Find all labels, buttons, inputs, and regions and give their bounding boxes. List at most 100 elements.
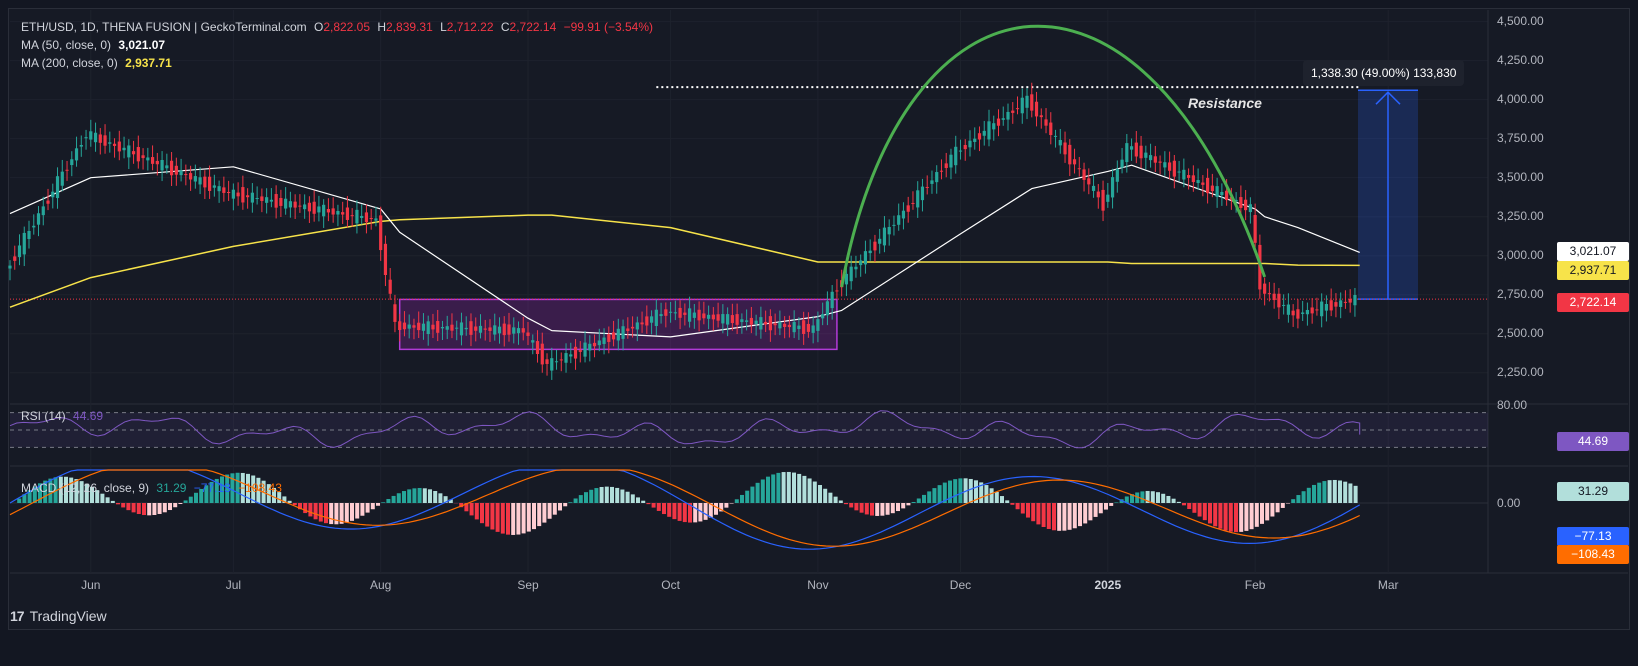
candle-body — [1148, 155, 1153, 161]
candle-body — [336, 210, 340, 215]
macd-legend[interactable]: MACD (12, 26, close, 9) 31.29 −77.13 −10… — [21, 481, 286, 495]
macd-histogram-bar — [1228, 503, 1233, 532]
measure-label[interactable]: 1,338.30 (49.00%) 133,830 — [1303, 60, 1465, 86]
candle-body — [635, 322, 639, 330]
candle-body — [421, 323, 426, 331]
macd-histogram-bar — [1218, 503, 1223, 529]
candle-body — [806, 323, 811, 332]
macd-histogram-bar — [1130, 494, 1134, 503]
macd-histogram-bar — [1327, 480, 1332, 503]
macd-histogram-bar — [1166, 495, 1171, 503]
macd-histogram-bar — [266, 484, 271, 503]
candle-body — [478, 325, 483, 333]
candle-body — [388, 279, 392, 294]
macd-histogram-bar — [745, 490, 750, 503]
candle-body — [835, 290, 839, 292]
macd-histogram-bar — [370, 503, 375, 510]
candle-body — [1329, 300, 1333, 311]
ma200-value: 2,937.71 — [125, 56, 172, 70]
candle-body — [773, 323, 777, 326]
time-axis-label: Nov — [807, 578, 829, 592]
candle-body — [393, 304, 397, 322]
macd-histogram-bar — [1291, 499, 1296, 503]
macd-histogram-bar — [630, 494, 635, 503]
high-label: H — [377, 20, 387, 34]
macd-histogram-bar — [152, 503, 157, 516]
candle-body — [987, 121, 991, 140]
rsi-legend[interactable]: RSI (14) 44.69 — [21, 409, 107, 423]
macd-histogram-bar — [708, 503, 713, 518]
macd-histogram-bar — [43, 480, 48, 503]
candle-body — [165, 165, 169, 169]
macd-histogram-bar — [1270, 503, 1275, 517]
macd-histogram-bar — [95, 490, 100, 503]
candle-body — [521, 328, 525, 333]
ma50-line — [9, 164, 1360, 338]
macd-histogram-bar — [136, 503, 141, 515]
macd-histogram-bar — [485, 503, 490, 527]
candle-body — [545, 359, 549, 364]
open-label: O — [313, 20, 324, 34]
candle-body — [602, 337, 606, 344]
candle-body — [241, 187, 245, 203]
candle-body — [274, 194, 278, 208]
macd-histogram-bar — [318, 503, 323, 522]
candle-body — [1087, 178, 1091, 185]
macd-histogram-bar — [251, 475, 256, 503]
macd-histogram-bar — [994, 491, 999, 503]
macd-histogram-bar — [558, 503, 562, 511]
ma50-legend[interactable]: MA (50, close, 0) 3,021.07 — [21, 38, 169, 52]
candle-body — [360, 215, 364, 218]
macd-histogram-bar — [1202, 503, 1207, 521]
time-axis-label: Sep — [517, 578, 539, 592]
candle-body — [1186, 175, 1191, 178]
macd-histogram-bar — [828, 492, 833, 503]
macd-histogram-bar — [1254, 503, 1259, 527]
symbol-legend[interactable]: ETH/USD, 1D, THENA FUSION | GeckoTermina… — [21, 20, 657, 34]
candle-body — [516, 328, 521, 334]
macd-histogram-bar — [599, 486, 604, 503]
resistance-label[interactable]: Resistance — [1188, 95, 1262, 111]
candle-body — [1315, 309, 1319, 311]
macd-histogram-bar — [812, 481, 817, 503]
macd-histogram-bar — [402, 491, 406, 503]
candle-body — [146, 157, 150, 161]
candle-body — [920, 186, 925, 201]
candle-body — [830, 291, 834, 309]
macd-histogram-bar — [672, 503, 677, 520]
macd-histogram-bar — [1260, 503, 1264, 524]
candle-body — [160, 159, 164, 171]
ma200-legend[interactable]: MA (200, close, 0) 2,937.71 — [21, 56, 176, 70]
candle-body — [1239, 197, 1243, 208]
candle-body — [312, 201, 316, 214]
macd-line-value: −77.13 — [193, 481, 231, 495]
macd-histogram-bar — [27, 490, 32, 503]
candle-body — [41, 206, 45, 216]
candle-body — [174, 165, 178, 175]
candle-body — [583, 342, 587, 357]
macd-histogram-bar — [1104, 503, 1108, 510]
macd-histogram-bar — [1067, 503, 1072, 530]
macd-histogram-bar — [802, 475, 807, 503]
candle-body — [944, 163, 948, 168]
candle-body — [687, 308, 692, 322]
candle-body — [345, 207, 350, 220]
candle-body — [326, 209, 331, 213]
macd-histogram-bar — [740, 494, 744, 503]
candle-body — [265, 197, 269, 203]
candle-body — [1339, 300, 1343, 307]
candle-body — [284, 198, 288, 209]
macd-histogram-bar — [1171, 498, 1176, 503]
tradingview-brand[interactable]: 17 TradingView — [10, 608, 107, 624]
candle-body — [1082, 169, 1086, 180]
candle-body — [364, 212, 369, 223]
macd-histogram-bar — [1280, 503, 1285, 508]
macd-histogram-bar — [942, 482, 947, 503]
candle-body — [1006, 111, 1010, 120]
candle-body — [331, 208, 335, 215]
macd-histogram-bar — [183, 500, 188, 503]
macd-histogram-bar — [53, 477, 58, 503]
candle-body — [621, 326, 625, 339]
symbol-title: ETH/USD, 1D, THENA FUSION | GeckoTermina… — [21, 20, 307, 34]
